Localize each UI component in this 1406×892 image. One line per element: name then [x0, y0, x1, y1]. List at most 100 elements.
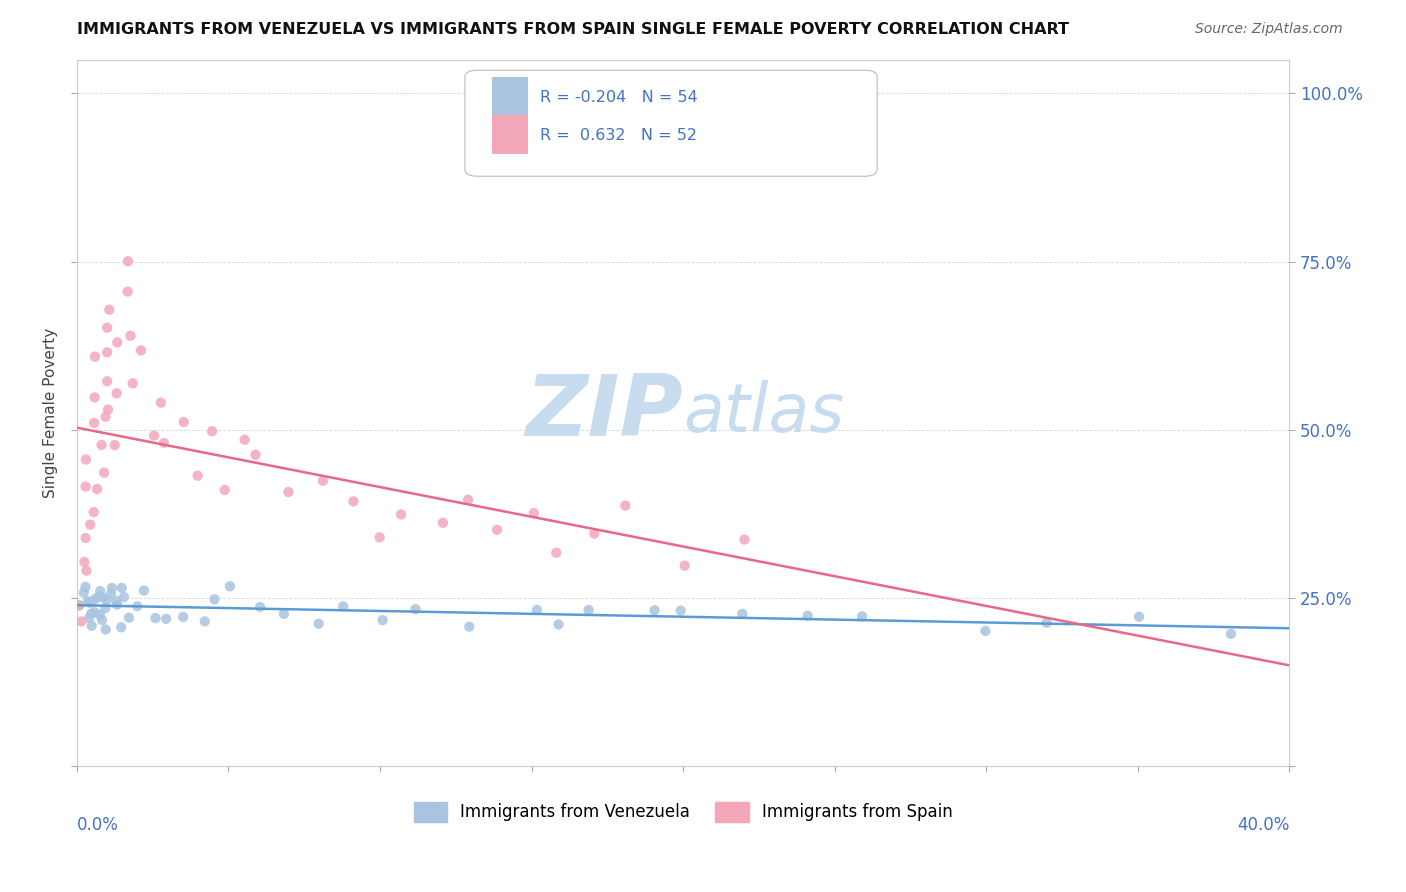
FancyBboxPatch shape: [492, 115, 529, 153]
Point: [83, 391, 105, 405]
Point: [121, 376, 143, 391]
Point: [173, 415, 195, 429]
Point: [79, 517, 101, 532]
Point: [105, 594, 128, 608]
Point: [118, 610, 141, 624]
Point: [526, 603, 548, 617]
Point: [75, 564, 97, 578]
Point: [1128, 609, 1150, 624]
Point: [90, 438, 112, 452]
Point: [389, 508, 412, 522]
Point: [233, 433, 256, 447]
Point: [733, 533, 755, 547]
Text: 0.0%: 0.0%: [77, 816, 118, 834]
Point: [214, 483, 236, 497]
Point: [79, 596, 101, 610]
Point: [93, 466, 115, 480]
Text: atlas: atlas: [683, 380, 844, 446]
Point: [105, 598, 128, 612]
Point: [368, 530, 391, 544]
Point: [249, 600, 271, 615]
Text: Source: ZipAtlas.com: Source: ZipAtlas.com: [1195, 22, 1343, 37]
Point: [120, 328, 142, 343]
Point: [87, 590, 110, 604]
Point: [80, 607, 103, 621]
Point: [69, 599, 91, 613]
Point: [673, 558, 696, 573]
Point: [201, 424, 224, 438]
Point: [1220, 627, 1243, 641]
Point: [84, 350, 107, 364]
Point: [105, 386, 128, 401]
Point: [96, 374, 118, 388]
Point: [117, 254, 139, 268]
FancyBboxPatch shape: [465, 70, 877, 177]
Point: [127, 599, 149, 614]
Point: [312, 474, 335, 488]
Point: [73, 555, 96, 569]
Point: [97, 402, 120, 417]
Point: [153, 436, 176, 450]
Point: [669, 604, 692, 618]
Point: [129, 343, 152, 358]
Text: ZIP: ZIP: [526, 371, 683, 454]
Point: [194, 615, 217, 629]
Point: [308, 616, 330, 631]
Point: [155, 612, 177, 626]
Point: [96, 320, 118, 334]
Point: [83, 592, 105, 607]
Point: [614, 499, 637, 513]
Point: [644, 603, 666, 617]
Point: [458, 620, 481, 634]
Point: [91, 591, 114, 605]
Point: [523, 506, 546, 520]
Point: [332, 599, 354, 614]
Point: [77, 594, 100, 608]
Point: [86, 482, 108, 496]
Point: [149, 395, 172, 409]
Point: [67, 599, 90, 613]
Point: [94, 623, 117, 637]
Point: [796, 608, 818, 623]
Text: R =  0.632   N = 52: R = 0.632 N = 52: [540, 128, 697, 143]
Point: [457, 492, 479, 507]
Point: [96, 593, 118, 607]
Point: [91, 613, 114, 627]
Point: [112, 590, 135, 604]
Point: [187, 468, 209, 483]
Point: [145, 611, 167, 625]
Point: [83, 416, 105, 430]
Point: [245, 448, 267, 462]
Point: [75, 480, 97, 494]
Point: [486, 523, 509, 537]
Point: [111, 581, 134, 595]
Point: [80, 618, 103, 632]
Point: [83, 605, 105, 619]
Text: 40.0%: 40.0%: [1237, 816, 1289, 834]
Point: [143, 428, 166, 442]
Point: [96, 345, 118, 359]
Point: [405, 602, 427, 616]
Point: [105, 335, 128, 350]
Point: [204, 592, 226, 607]
Point: [104, 438, 127, 452]
Point: [219, 579, 242, 593]
Point: [75, 452, 97, 467]
Point: [75, 531, 97, 545]
Point: [101, 581, 124, 595]
Point: [94, 601, 117, 615]
Point: [77, 595, 100, 609]
Point: [547, 617, 569, 632]
Point: [89, 607, 111, 622]
Point: [371, 613, 394, 627]
Point: [172, 610, 194, 624]
Text: IMMIGRANTS FROM VENEZUELA VS IMMIGRANTS FROM SPAIN SINGLE FEMALE POVERTY CORRELA: IMMIGRANTS FROM VENEZUELA VS IMMIGRANTS …: [77, 22, 1070, 37]
Point: [273, 607, 295, 621]
Point: [731, 607, 754, 621]
Y-axis label: Single Female Poverty: Single Female Poverty: [44, 328, 58, 498]
Point: [89, 584, 111, 599]
Point: [578, 603, 600, 617]
Text: R = -0.204   N = 54: R = -0.204 N = 54: [540, 89, 697, 104]
Point: [94, 409, 117, 424]
Point: [70, 615, 93, 629]
